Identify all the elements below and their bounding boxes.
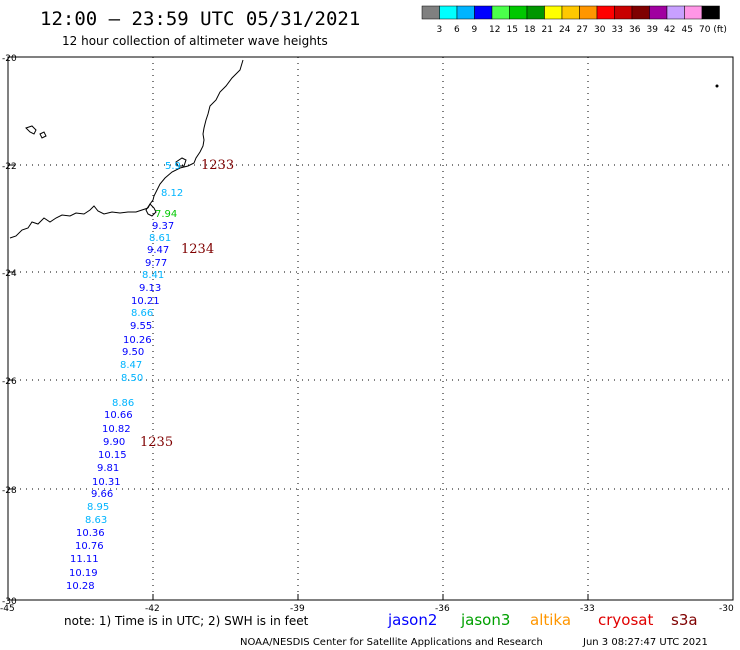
latitude-label: -24: [2, 269, 17, 279]
color-scale-label: 27: [577, 25, 588, 35]
color-scale-label: 42: [664, 25, 675, 35]
island-dot: [715, 84, 719, 88]
wave-height-value: 9.55: [130, 321, 152, 332]
color-scale-label: 21: [542, 25, 553, 35]
wave-height-value: 10.19: [69, 568, 98, 579]
color-swatch: [701, 5, 720, 20]
map-title: 12:00 – 23:59 UTC 05/31/2021: [40, 8, 360, 30]
wave-height-color-scale: 3 6 9 12 15 18 21 24 27 30 33 36 39 42 45 70 (ft): [421, 5, 727, 35]
wave-height-value: 9.77: [145, 258, 167, 269]
wave-height-value: 10.66: [104, 410, 133, 421]
wave-height-value: 7.94: [155, 209, 177, 220]
wave-height-value: 8.50: [121, 373, 143, 384]
color-scale-label: 9: [472, 25, 478, 35]
wave-height-value: 8.86: [112, 398, 134, 409]
wave-height-value: 5.9: [165, 161, 181, 172]
color-scale-label: 3: [437, 25, 443, 35]
longitude-label: -45: [0, 604, 15, 614]
credit-text: NOAA/NESDIS Center for Satellite Applica…: [240, 637, 543, 648]
axis-ticks: -20-22-24-26-28-30-45 -42 -39 -36 -33 -30: [0, 54, 734, 614]
latitude-label: -26: [2, 377, 17, 387]
wave-height-value: 8.41: [142, 270, 164, 281]
color-swatch: [474, 5, 493, 20]
color-swatch: [579, 5, 598, 20]
timestamp-text: Jun 3 08:27:47 UTC 2021: [582, 637, 708, 648]
longitude-label: -30: [719, 604, 734, 614]
satellite-legend-item: jason2: [387, 611, 437, 629]
wave-height-value: 10.31: [92, 477, 121, 488]
wave-height-value: 10.76: [75, 541, 104, 552]
wave-height-value: 8.12: [161, 188, 183, 199]
color-scale-label: 33: [612, 25, 623, 35]
color-swatch: [666, 5, 685, 20]
longitude-label: -33: [580, 604, 595, 614]
color-swatch: [631, 5, 650, 20]
color-scale-label: 15: [507, 25, 518, 35]
color-scale-label: 70 (ft): [699, 25, 727, 35]
satellite-legend-item: altika: [530, 611, 571, 629]
wave-height-value: 9.47: [147, 245, 169, 256]
pass-time-label: 1235: [140, 435, 173, 450]
latitude-label: -30: [2, 597, 17, 607]
pass-time-label: 1234: [181, 242, 214, 257]
color-swatch: [684, 5, 703, 20]
wave-height-value: 10.15: [98, 450, 127, 461]
color-scale-label: 12: [489, 25, 500, 35]
color-scale-label: 6: [454, 25, 460, 35]
map-frame: -20-22-24-26-28-30-45 -42 -39 -36 -33 -30: [0, 54, 734, 614]
color-swatch: [526, 5, 545, 20]
longitude-label: -36: [435, 604, 450, 614]
color-swatch: [614, 5, 633, 20]
latitude-label: -20: [2, 54, 17, 64]
color-scale-label: 18: [524, 25, 536, 35]
color-swatch: [544, 5, 563, 20]
wave-height-value: 9.90: [103, 437, 125, 448]
satellite-legend-item: cryosat: [598, 611, 653, 629]
wave-height-value: 9.81: [97, 463, 119, 474]
latitude-label: -28: [2, 486, 17, 496]
color-swatch: [491, 5, 510, 20]
color-swatch: [561, 5, 580, 20]
wave-height-value: 11.11: [70, 554, 99, 565]
longitude-label: -42: [145, 604, 160, 614]
latitude-label: -22: [2, 162, 17, 172]
color-swatch: [439, 5, 458, 20]
wave-height-value: 9.50: [122, 347, 144, 358]
color-scale-label: 39: [647, 25, 659, 35]
footer-note: note: 1) Time is in UTC; 2) SWH is in fe…: [64, 614, 309, 628]
wave-height-value: 10.28: [66, 581, 95, 592]
wave-height-value: 10.21: [131, 296, 160, 307]
wave-height-value: 10.36: [76, 528, 105, 539]
wave-height-value: 8.61: [149, 233, 171, 244]
wave-height-value: 9.13: [139, 283, 161, 294]
wave-height-value: 8.47: [120, 360, 142, 371]
color-scale-label: 30: [594, 25, 606, 35]
wave-height-value: 9.66: [91, 489, 113, 500]
wave-height-value: 8.63: [85, 515, 107, 526]
color-scale-label: 24: [559, 25, 571, 35]
color-scale-label: 45: [682, 25, 693, 35]
wave-height-value: 10.82: [102, 424, 131, 435]
wave-height-value: 9.37: [152, 221, 174, 232]
wave-height-value: 8.95: [87, 502, 109, 513]
wave-height-value: 8.66: [131, 308, 153, 319]
satellite-legend-item: jason3: [460, 611, 510, 629]
color-swatch: [509, 5, 528, 20]
wave-height-value: 10.26: [123, 335, 152, 346]
satellite-legend-item: s3a: [671, 611, 698, 629]
map-subtitle: 12 hour collection of altimeter wave hei…: [62, 34, 328, 48]
color-swatch: [421, 5, 440, 20]
lat-lon-grid: [8, 57, 733, 600]
color-swatch: [596, 5, 615, 20]
satellite-legend: jason2 jason3 altika cryosat s3a: [387, 611, 698, 629]
color-swatch: [649, 5, 668, 20]
coastline: [9, 59, 244, 239]
longitude-label: -39: [290, 604, 305, 614]
observation-track: 5.9 8.12 7.949.378.619.47 9.778.41 9.13 10.21…: [66, 161, 183, 592]
pass-time-label: 1233: [201, 158, 234, 173]
color-swatch: [456, 5, 475, 20]
color-scale-label: 36: [629, 25, 641, 35]
